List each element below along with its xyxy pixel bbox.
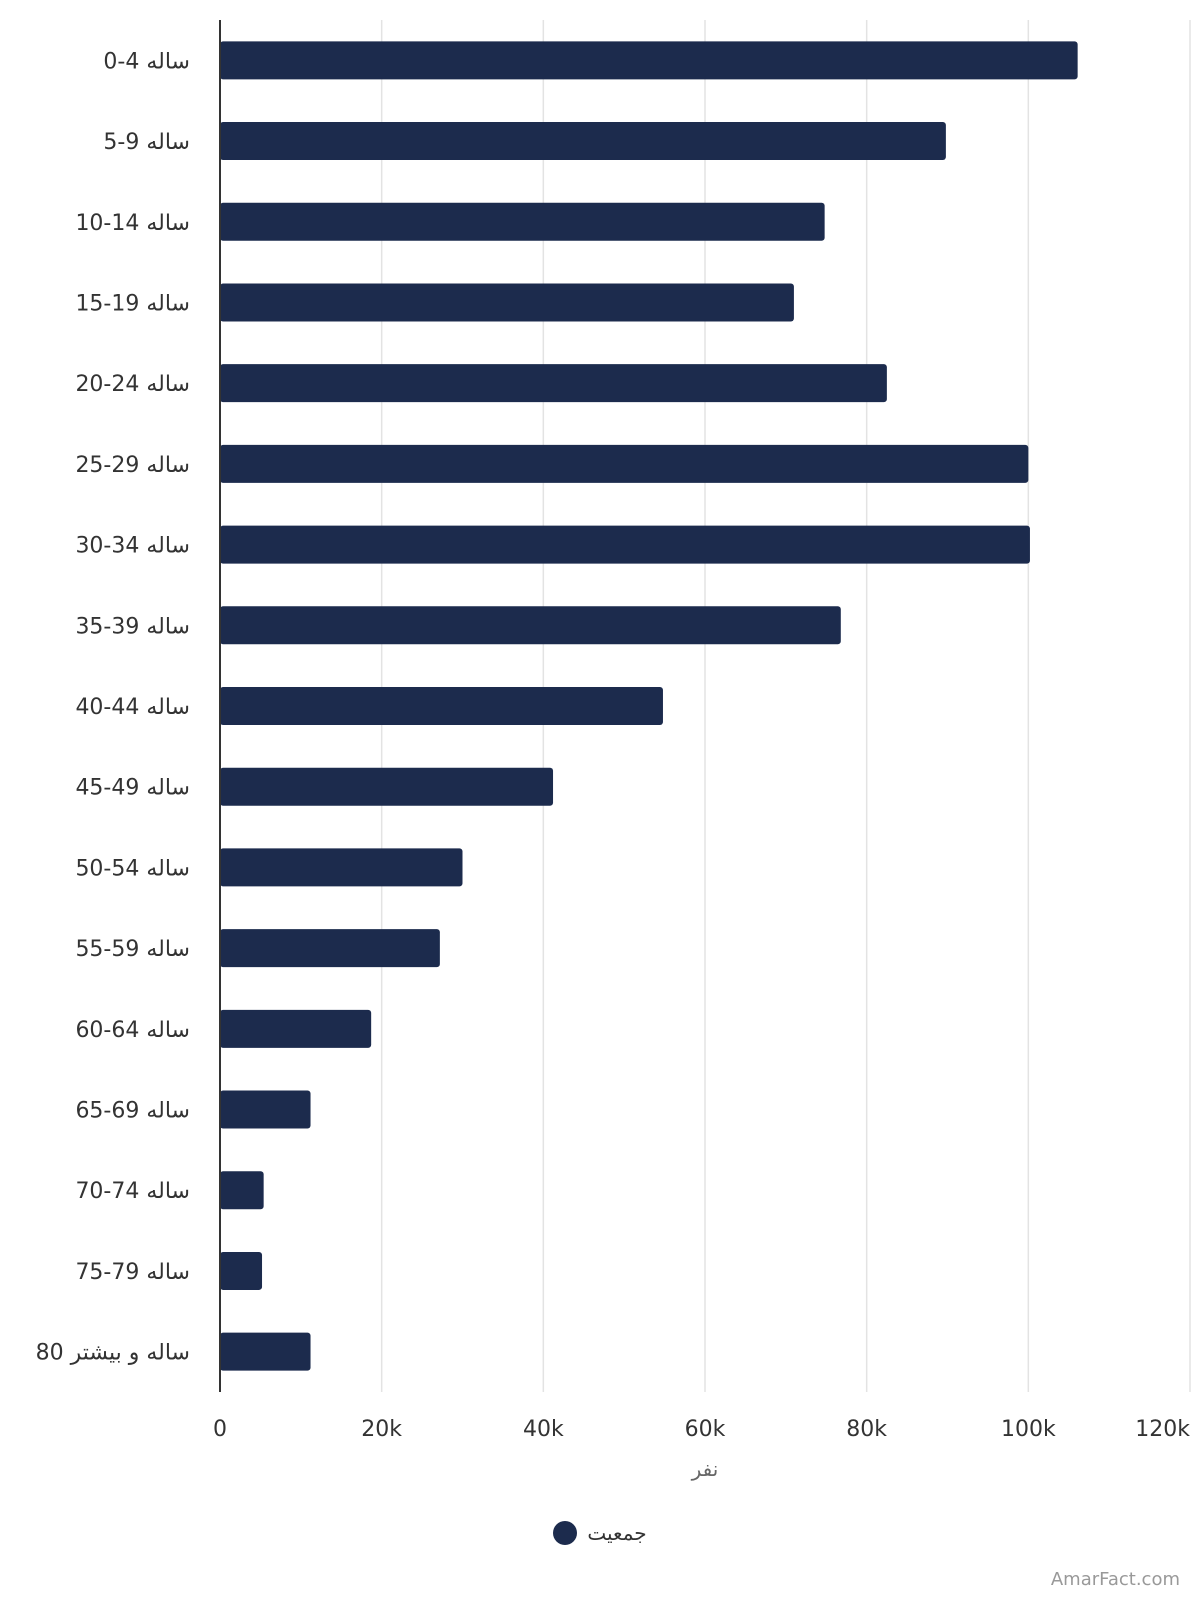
category-label: 70-74 ساله xyxy=(75,1179,190,1204)
bar xyxy=(220,1251,263,1290)
category-labels: 0-4 ساله 5-9 ساله 10-14 ساله 15-19 ساله 20-2… xyxy=(36,49,190,1365)
category-label: 50-54 ساله xyxy=(75,856,190,881)
x-tick-label: 20k xyxy=(361,1417,402,1442)
category-label: 40-44 ساله xyxy=(75,695,190,720)
category-label: 20-24 ساله xyxy=(75,372,190,397)
bar xyxy=(220,122,946,161)
category-label: 55-59 ساله xyxy=(75,937,190,962)
legend: جمعیت xyxy=(0,1518,1200,1548)
x-tick-label: 40k xyxy=(523,1417,564,1442)
category-label: 10-14 ساله xyxy=(75,211,190,236)
bar xyxy=(220,848,463,887)
bar xyxy=(220,767,554,806)
bar xyxy=(220,444,1029,483)
grid-lines xyxy=(380,20,1191,1392)
x-tick-label: 0 xyxy=(213,1417,227,1442)
x-tick-label: 60k xyxy=(685,1417,726,1442)
category-label: 15-19 ساله xyxy=(75,291,190,316)
bar xyxy=(220,41,1078,80)
category-label: 60-64 ساله xyxy=(75,1018,190,1043)
bar xyxy=(220,283,794,322)
x-tick-label: 100k xyxy=(1001,1417,1056,1442)
bar xyxy=(220,525,1030,564)
category-label: 5-9 ساله xyxy=(103,130,190,155)
bar xyxy=(220,364,887,403)
category-label: 35-39 ساله xyxy=(75,614,190,639)
x-tick-label: 80k xyxy=(846,1417,887,1442)
legend-label: جمعیت xyxy=(587,1521,647,1545)
bar xyxy=(220,1332,311,1371)
bar xyxy=(220,687,663,725)
legend-marker xyxy=(553,1521,578,1545)
x-tick-labels: 0 20k 40k 60k 80k 100k 120k xyxy=(213,1417,1190,1442)
bars xyxy=(220,41,1078,1371)
bar xyxy=(220,929,440,968)
bar xyxy=(220,606,841,645)
bar xyxy=(220,1171,264,1210)
bar xyxy=(220,1009,372,1048)
category-label: 65-69 ساله xyxy=(75,1099,190,1124)
x-axis-title: نفر xyxy=(691,1457,719,1481)
bar xyxy=(220,202,825,241)
category-label: 80 ساله و بیشتر xyxy=(36,1341,190,1366)
population-bar-chart: 0-4 ساله 5-9 ساله 10-14 ساله 15-19 ساله 20-2… xyxy=(36,20,1191,1481)
category-label: 75-79 ساله xyxy=(75,1260,190,1285)
x-tick-label: 120k xyxy=(1135,1417,1190,1442)
bar xyxy=(220,1090,311,1129)
category-label: 25-29 ساله xyxy=(75,453,190,478)
category-label: 0-4 ساله xyxy=(103,49,190,74)
category-label: 30-34 ساله xyxy=(75,534,190,559)
watermark: AmarFact.com xyxy=(1050,1569,1180,1590)
category-label: 45-49 ساله xyxy=(75,776,190,801)
